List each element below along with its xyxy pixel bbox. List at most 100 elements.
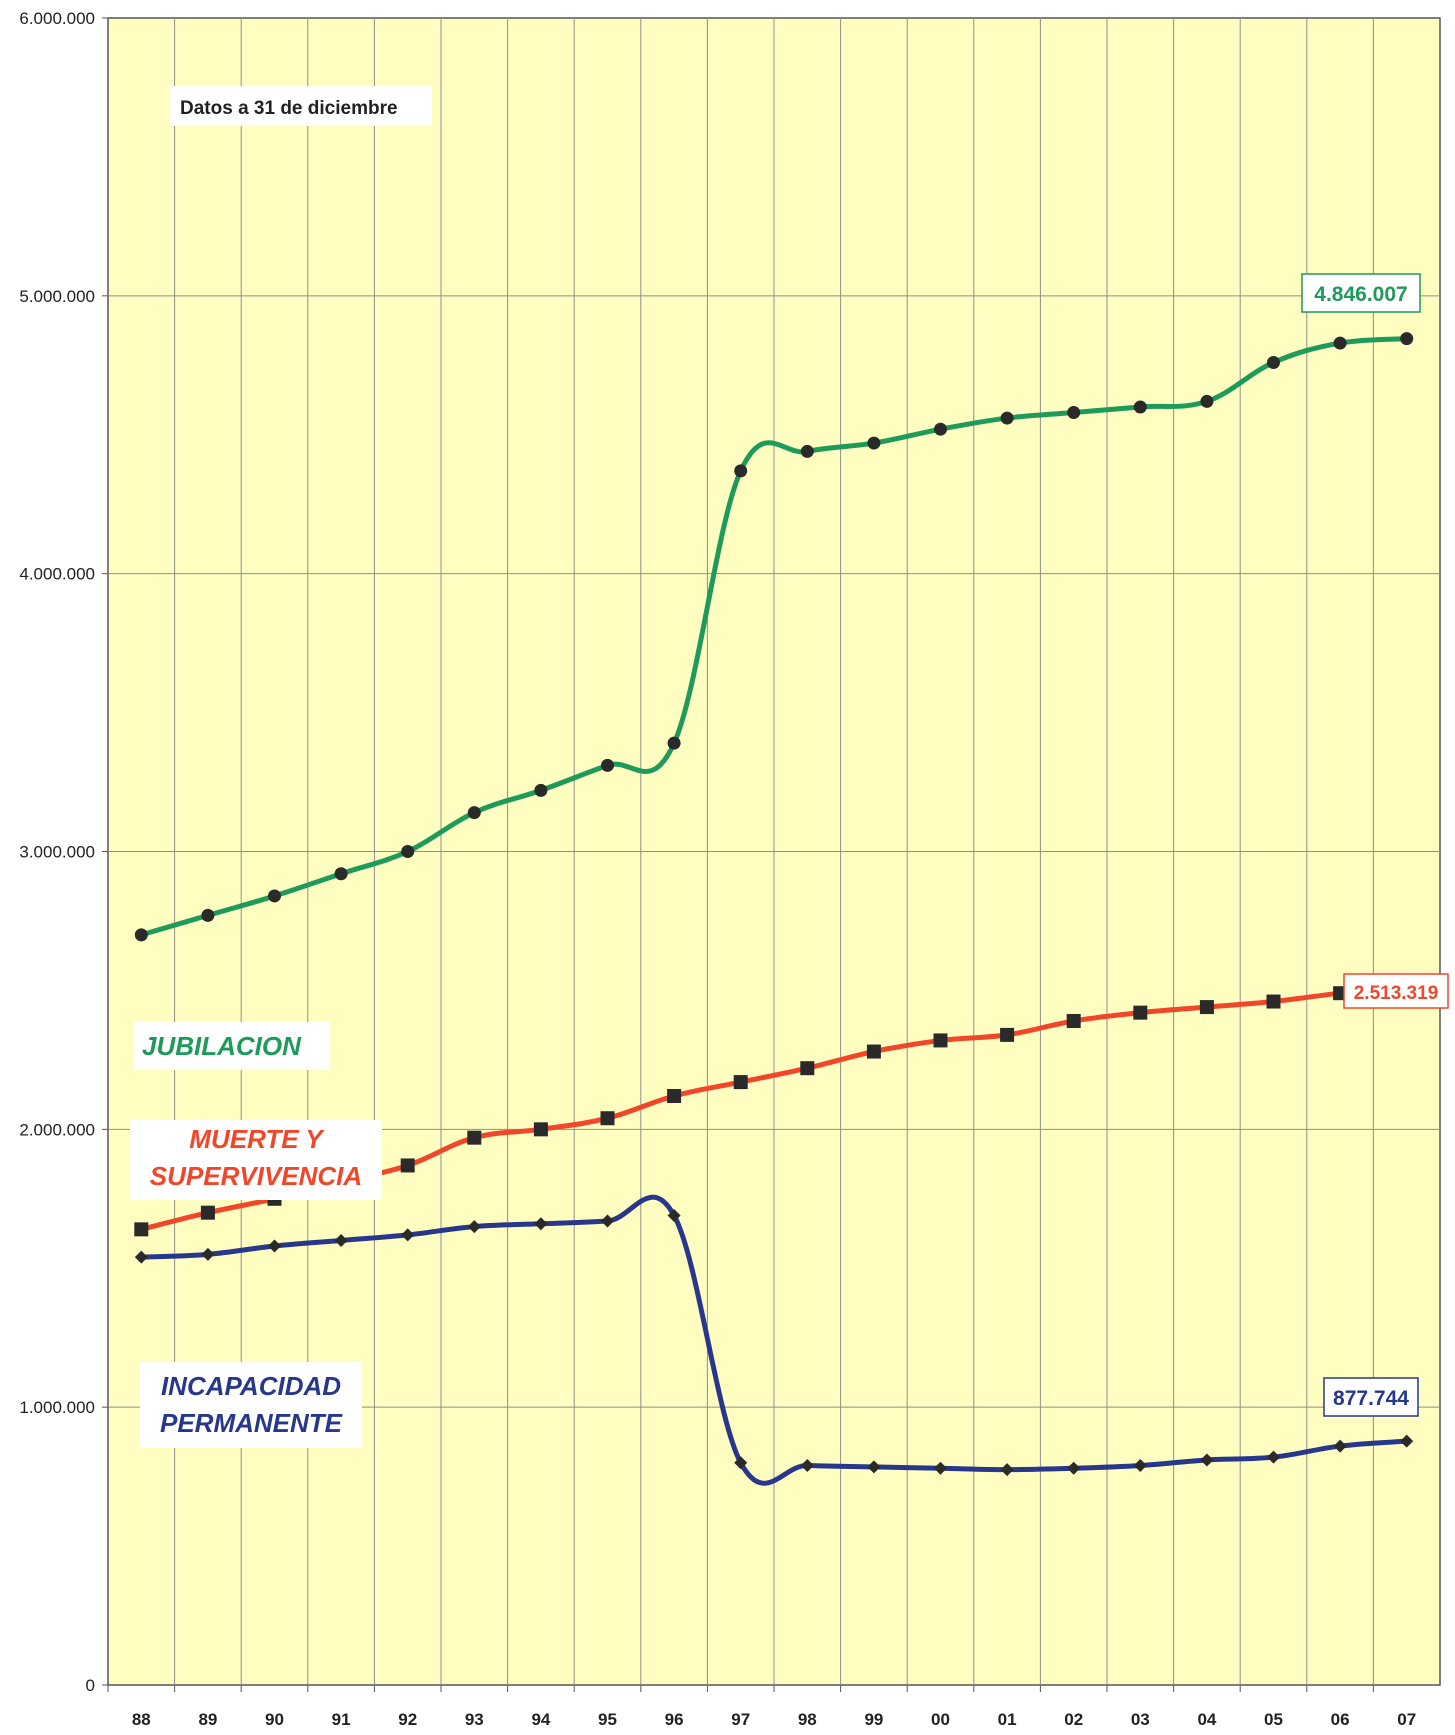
x-axis: 88 89 90 91 92 93 94 95 96 97 98 99 00 01 02 03 04 05 06 07	[107, 1685, 1416, 1729]
incapacidad-label-line-2: PERMANENTE	[160, 1408, 343, 1438]
muerte-y-supervivencia-point	[800, 1061, 815, 1076]
jubilacion-point	[667, 736, 681, 750]
incapacidad-permanente-point	[800, 1459, 814, 1473]
jubilacion-point	[934, 422, 947, 436]
muerte-y-supervivencia-point	[733, 1075, 748, 1090]
muerte-y-supervivencia-point	[1133, 1005, 1148, 1020]
muerte-y-supervivencia-point	[533, 1122, 548, 1137]
incapacidad-permanente-point	[601, 1214, 614, 1228]
muerte-end-label: 2.513.319	[1354, 983, 1439, 1004]
jubilacion-end-label: 4.846.007	[1314, 283, 1407, 306]
incapacidad-label-box	[140, 1362, 362, 1448]
incapacidad-permanente-point	[1333, 1439, 1347, 1453]
series-labels: Datos a 31 de diciembre JUBILACION MUERT…	[130, 86, 1449, 1448]
muerte-label-line-2: SUPERVIVENCIA	[150, 1161, 362, 1191]
y-tick-label: 4.000.000	[19, 565, 95, 584]
jubilacion-point	[601, 758, 614, 772]
x-tick-label: 89	[198, 1710, 217, 1729]
x-tick-label: 03	[1131, 1710, 1150, 1729]
incapacidad-permanente-point	[201, 1247, 215, 1261]
muerte-end-label-box	[1343, 973, 1449, 1009]
incapacidad-permanente-line	[138, 1194, 1410, 1486]
muerte-y-supervivencia-point	[600, 1111, 615, 1126]
incapacidad-permanente-point	[1067, 1461, 1081, 1475]
jubilacion-point	[800, 444, 814, 458]
x-tick-label: 97	[731, 1710, 750, 1729]
incapacidad-label-line-1: INCAPACIDAD	[161, 1371, 341, 1401]
incapacidad-permanente-point	[867, 1460, 881, 1474]
jubilacion-point	[534, 783, 548, 797]
incapacidad-permanente-point	[534, 1217, 548, 1231]
jubilacion-point	[268, 889, 281, 903]
muerte-label-line-1: MUERTE Y	[189, 1124, 325, 1154]
x-tick-label: 96	[665, 1710, 684, 1729]
jubilacion-point	[1000, 411, 1014, 425]
muerte-y-supervivencia-point	[1000, 1027, 1015, 1042]
x-tick-label: 07	[1397, 1710, 1416, 1729]
y-tick-label: 5.000.000	[19, 287, 95, 306]
muerte-y-supervivencia-point	[134, 1222, 149, 1237]
note-box	[170, 86, 432, 126]
muerte-y-supervivencia-point	[667, 1088, 682, 1103]
muerte-y-supervivencia-point	[200, 1205, 215, 1220]
chart-note: Datos a 31 de diciembre	[180, 98, 398, 119]
x-tick-label: 02	[1064, 1710, 1083, 1729]
incapacidad-permanente-point	[667, 1208, 681, 1222]
muerte-y-supervivencia-point	[1199, 1000, 1214, 1015]
incapacidad-permanente-point	[334, 1233, 348, 1247]
jubilacion-point	[734, 464, 748, 478]
jubilacion-point	[134, 928, 148, 942]
jubilacion-label-box	[134, 1022, 330, 1070]
muerte-y-supervivencia-point	[1066, 1013, 1081, 1028]
incapacidad-permanente-point	[734, 1456, 748, 1470]
y-tick-label: 1.000.000	[19, 1398, 95, 1417]
incapacidad-permanente-point	[1000, 1463, 1014, 1477]
y-tick-label: 0	[86, 1676, 95, 1695]
y-tick-label: 2.000.000	[19, 1120, 95, 1139]
jubilacion-point	[1067, 406, 1081, 420]
jubilacion-point	[401, 845, 415, 858]
jubilacion-point	[201, 908, 215, 922]
y-tick-label: 6.000.000	[19, 9, 95, 28]
incapacidad-permanente-point	[1267, 1450, 1280, 1464]
muerte-y-supervivencia-point	[400, 1158, 415, 1173]
incapacidad-permanente-point	[934, 1461, 947, 1475]
jubilacion-point	[1400, 332, 1414, 346]
jubilacion-end-label-box	[1301, 273, 1421, 313]
muerte-y-supervivencia-point	[933, 1033, 948, 1048]
muerte-label-box	[130, 1120, 382, 1200]
jubilacion-label: JUBILACION	[142, 1031, 302, 1061]
jubilacion-point	[867, 436, 881, 450]
incapacidad-permanente-point	[401, 1228, 415, 1242]
y-tick-label: 3.000.000	[19, 843, 95, 862]
incapacidad-permanente-point	[1400, 1434, 1414, 1448]
jubilacion-point	[1333, 336, 1347, 350]
muerte-y-supervivencia-point	[866, 1044, 881, 1059]
incapacidad-permanente-point	[268, 1239, 281, 1253]
x-tick-label: 04	[1197, 1710, 1216, 1729]
x-tick-label: 99	[864, 1710, 883, 1729]
incapacidad-permanente-point	[134, 1250, 148, 1264]
y-axis: 0 1.000.000 2.000.000 3.000.000 4.000.000 5.0…	[19, 9, 108, 1695]
jubilacion-point	[334, 867, 348, 881]
jubilacion-point	[1133, 400, 1147, 414]
x-tick-label: 01	[998, 1710, 1017, 1729]
x-tick-label: 91	[332, 1710, 351, 1729]
jubilacion-point	[1267, 356, 1280, 370]
incapacidad-permanente-point	[467, 1220, 481, 1234]
x-tick-label: 93	[465, 1710, 484, 1729]
x-tick-label: 90	[265, 1710, 284, 1729]
muerte-y-supervivencia-point	[467, 1130, 482, 1145]
x-tick-label: 95	[598, 1710, 617, 1729]
incapacidad-permanente-point	[1200, 1453, 1214, 1467]
x-tick-label: 88	[132, 1710, 151, 1729]
incapacidad-end-label: 877.744	[1333, 1387, 1409, 1410]
x-tick-label: 06	[1331, 1710, 1350, 1729]
incapacidad-permanente-point	[1133, 1459, 1147, 1473]
x-tick-label: 94	[531, 1710, 550, 1729]
x-tick-label: 05	[1264, 1710, 1283, 1729]
x-tick-label: 00	[931, 1710, 950, 1729]
incapacidad-end-label-box	[1323, 1377, 1419, 1417]
jubilacion-point	[1200, 394, 1214, 408]
